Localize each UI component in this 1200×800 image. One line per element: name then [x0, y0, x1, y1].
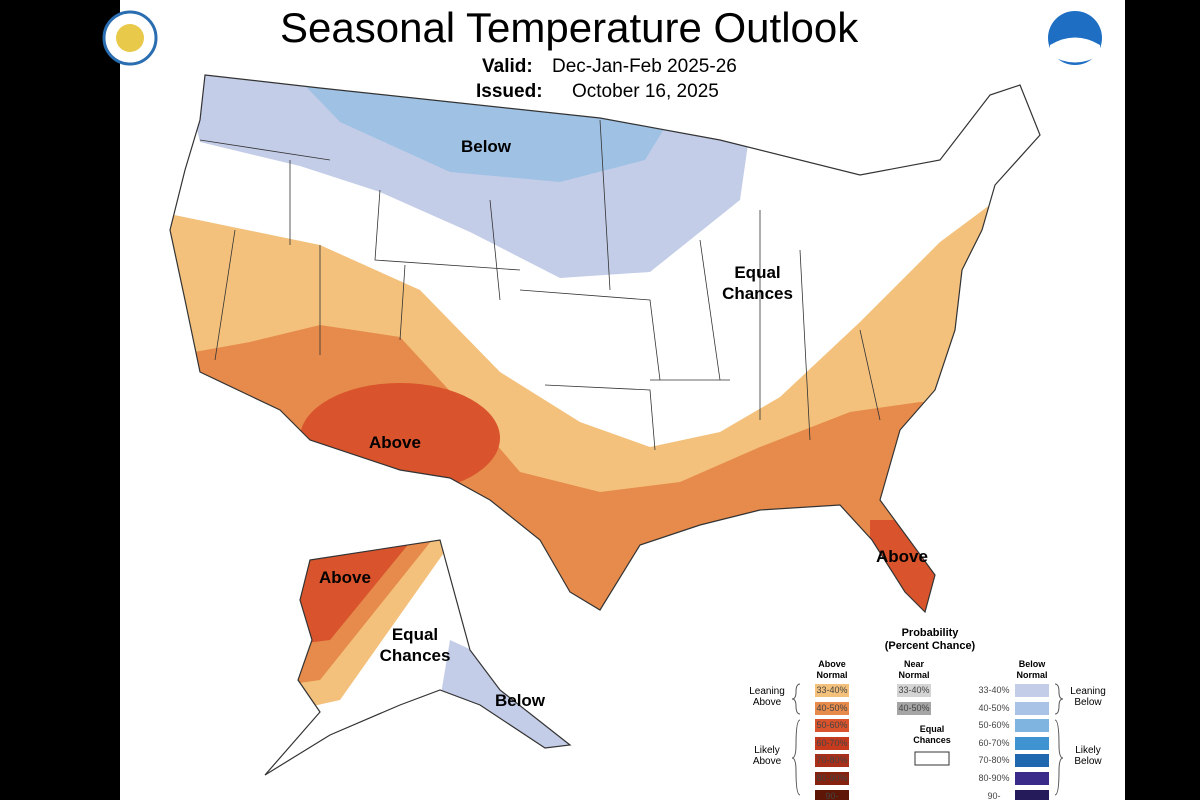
issued: October 16, 2025 — [572, 81, 719, 102]
map-label: Below — [460, 137, 512, 156]
valid: Dec-Jan-Feb 2025-26 — [552, 56, 737, 77]
legend-swatch: 40-50% — [897, 701, 931, 715]
legend-swatch: 70-80% — [978, 754, 1049, 768]
legend-range: 33-40% — [978, 685, 1010, 695]
legend-title: Probability — [901, 627, 959, 639]
legend-range: 70-80% — [978, 755, 1010, 766]
title: Seasonal Temperature Outlook — [280, 4, 859, 51]
equal-chances-swatch — [914, 751, 950, 766]
issued-label: Issued: — [476, 81, 543, 102]
legend-equal: Equal Chances — [913, 724, 951, 745]
legend-range: 50-60% — [816, 720, 848, 731]
legend-range: 60-70% — [816, 737, 848, 748]
legend-swatch: 33-40% — [815, 684, 849, 697]
legend-range: 80-90% — [816, 773, 848, 783]
legend-swatch: 33-40% — [978, 684, 1049, 697]
legend-swatch: 40-50% — [978, 701, 1049, 715]
legend-range: 33-40% — [816, 685, 848, 695]
legend-swatch: 50-60% — [815, 719, 849, 733]
legend-range: 40-50% — [978, 702, 1010, 713]
legend-group: Likely Above — [752, 745, 782, 767]
legend-range: 60-70% — [978, 737, 1010, 748]
legend-range: 40-50% — [898, 702, 930, 713]
logo-commerce — [102, 10, 158, 66]
map-label: Above — [369, 433, 421, 452]
legend-swatch: 70-80% — [815, 754, 849, 768]
legend-column-header: Below Normal — [1016, 659, 1048, 680]
map-label: Equal Chances — [722, 263, 793, 303]
legend-subtitle: (Percent Chance) — [884, 640, 976, 652]
legend-group: Leaning Below — [1070, 686, 1106, 708]
map-label: Equal Chances — [379, 625, 451, 665]
legend-range: 40-50% — [816, 702, 848, 713]
legend-swatch: 90-100% — [815, 789, 849, 800]
legend-swatch: 50-60% — [978, 719, 1049, 733]
valid-label: Valid: — [482, 56, 533, 77]
legend-range: 90-100% — [825, 790, 839, 800]
legend-range: 70-80% — [816, 755, 848, 766]
legend-swatch: 40-50% — [815, 701, 849, 715]
legend-group: Leaning Above — [749, 686, 785, 708]
legend-swatch: 80-90% — [815, 772, 849, 785]
conus — [170, 75, 1040, 612]
legend-range: 33-40% — [898, 685, 930, 695]
map-label: Above — [319, 568, 371, 587]
legend-group: Likely Below — [1074, 745, 1102, 767]
logo-noaa — [1048, 11, 1102, 65]
legend-column-header: Above Normal — [816, 659, 848, 680]
legend-swatch: 80-90% — [978, 772, 1049, 785]
map-label: Above — [876, 547, 928, 566]
legend-range: 90-100% — [987, 790, 1001, 800]
legend-column-header: Near Normal — [898, 659, 930, 680]
legend-range: 80-90% — [978, 773, 1010, 783]
legend-swatch: 60-70% — [978, 736, 1049, 750]
legend-swatch: 33-40% — [897, 684, 931, 697]
legend-range: 50-60% — [978, 720, 1010, 731]
legend-swatch: 60-70% — [815, 736, 849, 750]
map-label: Below — [494, 691, 546, 710]
legend-swatch: 90-100% — [987, 789, 1049, 800]
